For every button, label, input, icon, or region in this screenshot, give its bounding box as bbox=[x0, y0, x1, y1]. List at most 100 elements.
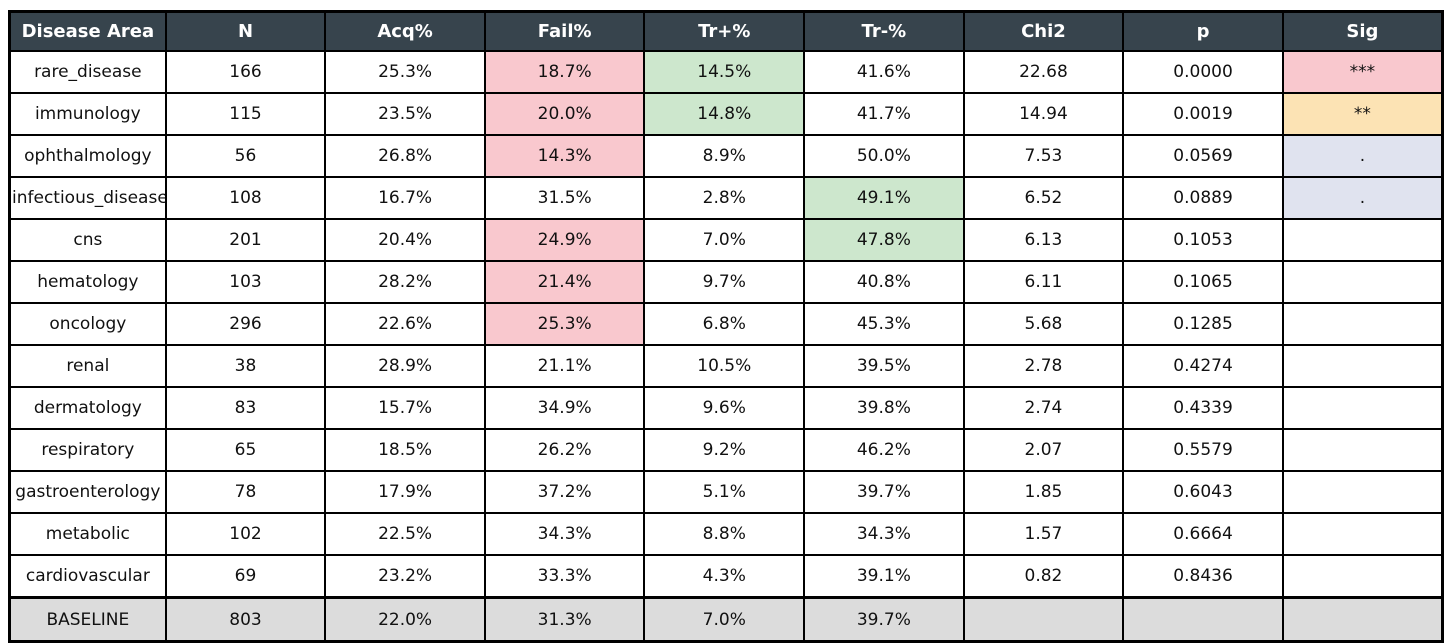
cell-chi2: 2.07 bbox=[962, 428, 1125, 472]
table-row: cardiovascular 69 23.2% 33.3% 4.3% 39.1% 0.82 0… bbox=[8, 554, 1444, 599]
cell-disease-area: renal bbox=[8, 344, 167, 388]
cell-chi2: 1.57 bbox=[962, 512, 1125, 556]
cell-sig bbox=[1281, 218, 1444, 262]
cell-sig bbox=[1281, 344, 1444, 388]
cell-tr--: 41.6% bbox=[803, 50, 965, 94]
disease-area-stats-table: Disease Area N Acq% Fail% Tr+% Tr-% Chi2 p Sig r… bbox=[8, 10, 1444, 643]
cell-n: 103 bbox=[164, 260, 327, 304]
table-row: gastroenterology 78 17.9% 37.2% 5.1% 39.7% 1.8… bbox=[8, 470, 1444, 514]
cell-p: 0.4339 bbox=[1122, 386, 1284, 430]
column-header-tr--: Tr-% bbox=[803, 10, 965, 52]
cell-acq-: 18.5% bbox=[324, 428, 486, 472]
baseline-row: BASELINE 803 22.0% 31.3% 7.0% 39.7% bbox=[8, 596, 1444, 643]
cell-tr--: 40.8% bbox=[803, 260, 965, 304]
cell-disease-area: infectious_disease bbox=[8, 176, 167, 220]
table-row: dermatology 83 15.7% 34.9% 9.6% 39.8% 2.74 0.43… bbox=[8, 386, 1444, 430]
cell-tr--: 46.2% bbox=[803, 428, 965, 472]
cell-n: 38 bbox=[164, 344, 327, 388]
cell-fail-: 37.2% bbox=[483, 470, 646, 514]
cell-tr--: 39.7% bbox=[803, 596, 965, 643]
cell-p: 0.5579 bbox=[1122, 428, 1284, 472]
cell-chi2: 5.68 bbox=[962, 302, 1125, 346]
cell-acq-: 26.8% bbox=[324, 134, 486, 178]
column-header-n: N bbox=[164, 10, 327, 52]
table-row: metabolic 102 22.5% 34.3% 8.8% 34.3% 1.57 0.666… bbox=[8, 512, 1444, 556]
table-row: hematology 103 28.2% 21.4% 9.7% 40.8% 6.11 0.10… bbox=[8, 260, 1444, 304]
cell-n: 166 bbox=[164, 50, 327, 94]
cell-p: 0.0019 bbox=[1122, 92, 1284, 136]
cell-n: 83 bbox=[164, 386, 327, 430]
cell-chi2: 0.82 bbox=[962, 554, 1125, 599]
cell-tr+-: 8.9% bbox=[643, 134, 806, 178]
cell-sig bbox=[1281, 260, 1444, 304]
cell-disease-area: rare_disease bbox=[8, 50, 167, 94]
cell-disease-area: hematology bbox=[8, 260, 167, 304]
cell-sig bbox=[1281, 470, 1444, 514]
column-header-chi2: Chi2 bbox=[962, 10, 1125, 52]
cell-sig: . bbox=[1281, 176, 1444, 220]
column-header-tr+-: Tr+% bbox=[643, 10, 806, 52]
column-header-p: p bbox=[1122, 10, 1284, 52]
cell-chi2: 22.68 bbox=[962, 50, 1125, 94]
cell-fail-: 18.7% bbox=[483, 50, 646, 94]
cell-tr+-: 9.7% bbox=[643, 260, 806, 304]
cell-n: 108 bbox=[164, 176, 327, 220]
cell-p: 0.1065 bbox=[1122, 260, 1284, 304]
cell-n: 65 bbox=[164, 428, 327, 472]
cell-tr--: 49.1% bbox=[803, 176, 965, 220]
table-row: rare_disease 166 25.3% 18.7% 14.5% 41.6% 22.68… bbox=[8, 50, 1444, 94]
cell-acq-: 22.0% bbox=[324, 596, 486, 643]
cell-disease-area: cardiovascular bbox=[8, 554, 167, 599]
cell-n: 296 bbox=[164, 302, 327, 346]
cell-n: 201 bbox=[164, 218, 327, 262]
cell-tr+-: 9.6% bbox=[643, 386, 806, 430]
cell-disease-area: cns bbox=[8, 218, 167, 262]
column-header-sig: Sig bbox=[1281, 10, 1444, 52]
table-body: rare_disease 166 25.3% 18.7% 14.5% 41.6% 22.68… bbox=[8, 50, 1444, 643]
table-row: ophthalmology 56 26.8% 14.3% 8.9% 50.0% 7.53 0.… bbox=[8, 134, 1444, 178]
cell-fail-: 26.2% bbox=[483, 428, 646, 472]
cell-acq-: 15.7% bbox=[324, 386, 486, 430]
cell-fail-: 33.3% bbox=[483, 554, 646, 599]
cell-fail-: 24.9% bbox=[483, 218, 646, 262]
cell-tr+-: 8.8% bbox=[643, 512, 806, 556]
table-row: cns 201 20.4% 24.9% 7.0% 47.8% 6.13 0.1053 bbox=[8, 218, 1444, 262]
cell-tr--: 50.0% bbox=[803, 134, 965, 178]
cell-tr--: 45.3% bbox=[803, 302, 965, 346]
cell-acq-: 16.7% bbox=[324, 176, 486, 220]
cell-n: 115 bbox=[164, 92, 327, 136]
cell-sig bbox=[1281, 386, 1444, 430]
cell-tr+-: 5.1% bbox=[643, 470, 806, 514]
table-header: Disease Area N Acq% Fail% Tr+% Tr-% Chi2 p Sig bbox=[8, 10, 1444, 52]
cell-n: 803 bbox=[164, 596, 327, 643]
cell-n: 69 bbox=[164, 554, 327, 599]
cell-fail-: 31.3% bbox=[483, 596, 646, 643]
cell-acq-: 20.4% bbox=[324, 218, 486, 262]
cell-acq-: 17.9% bbox=[324, 470, 486, 514]
cell-disease-area: dermatology bbox=[8, 386, 167, 430]
cell-chi2: 2.78 bbox=[962, 344, 1125, 388]
cell-acq-: 28.9% bbox=[324, 344, 486, 388]
column-header-disease-area: Disease Area bbox=[8, 10, 167, 52]
cell-p: 0.1285 bbox=[1122, 302, 1284, 346]
cell-p bbox=[1122, 596, 1284, 643]
cell-fail-: 21.4% bbox=[483, 260, 646, 304]
cell-tr+-: 2.8% bbox=[643, 176, 806, 220]
disease-area-stats-table-container: Disease Area N Acq% Fail% Tr+% Tr-% Chi2 p Sig r… bbox=[8, 10, 1444, 643]
cell-acq-: 22.6% bbox=[324, 302, 486, 346]
table-row: infectious_disease 108 16.7% 31.5% 2.8% 49.1%… bbox=[8, 176, 1444, 220]
cell-chi2: 7.53 bbox=[962, 134, 1125, 178]
cell-disease-area: respiratory bbox=[8, 428, 167, 472]
cell-fail-: 34.9% bbox=[483, 386, 646, 430]
cell-p: 0.0889 bbox=[1122, 176, 1284, 220]
cell-sig: *** bbox=[1281, 50, 1444, 94]
cell-chi2: 1.85 bbox=[962, 470, 1125, 514]
cell-tr+-: 14.8% bbox=[643, 92, 806, 136]
cell-chi2: 6.13 bbox=[962, 218, 1125, 262]
cell-sig bbox=[1281, 302, 1444, 346]
cell-tr+-: 4.3% bbox=[643, 554, 806, 599]
cell-fail-: 25.3% bbox=[483, 302, 646, 346]
cell-fail-: 21.1% bbox=[483, 344, 646, 388]
cell-p: 0.1053 bbox=[1122, 218, 1284, 262]
cell-chi2: 14.94 bbox=[962, 92, 1125, 136]
